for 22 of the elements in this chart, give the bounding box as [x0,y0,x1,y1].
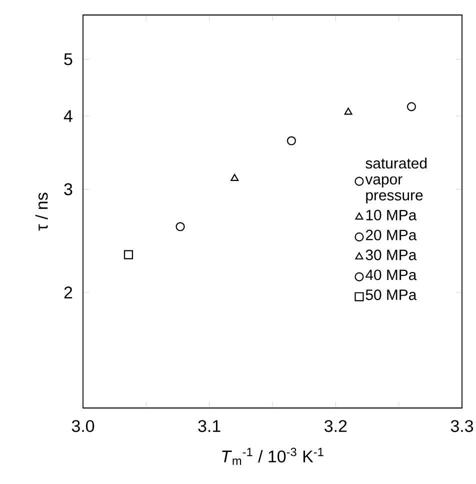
legend-label: saturated vapor pressure [365,158,427,204]
legend-label: 10 MPa [366,210,417,220]
y-axis-title: τ / ns [35,192,48,231]
point [286,136,296,146]
point [176,222,185,232]
x-tick-label: 3.1 [198,420,220,432]
legend-label: 40 MPa [366,270,417,280]
point [406,102,416,112]
y-tick-label: 3 [64,183,72,196]
legend-label: 20 MPa [366,230,417,240]
point [124,250,134,260]
point [230,174,239,182]
legend-label: 50 MPa [366,289,417,300]
x-tick-label: 3.0 [72,420,94,432]
x-tick-label: 3.2 [324,420,347,432]
legend-label: 30 MPa [366,250,417,260]
x-axis-title: T$_{m}$$^{-1}$ / 10$^{-3}$ K$^{-1}$ [222,448,324,465]
y-tick-label: 5 [64,53,72,66]
x-tick-label: 3.3 [450,420,474,432]
y-tick-label: 4 [64,110,72,122]
y-tick-label: 2 [64,286,72,298]
point [344,108,352,115]
